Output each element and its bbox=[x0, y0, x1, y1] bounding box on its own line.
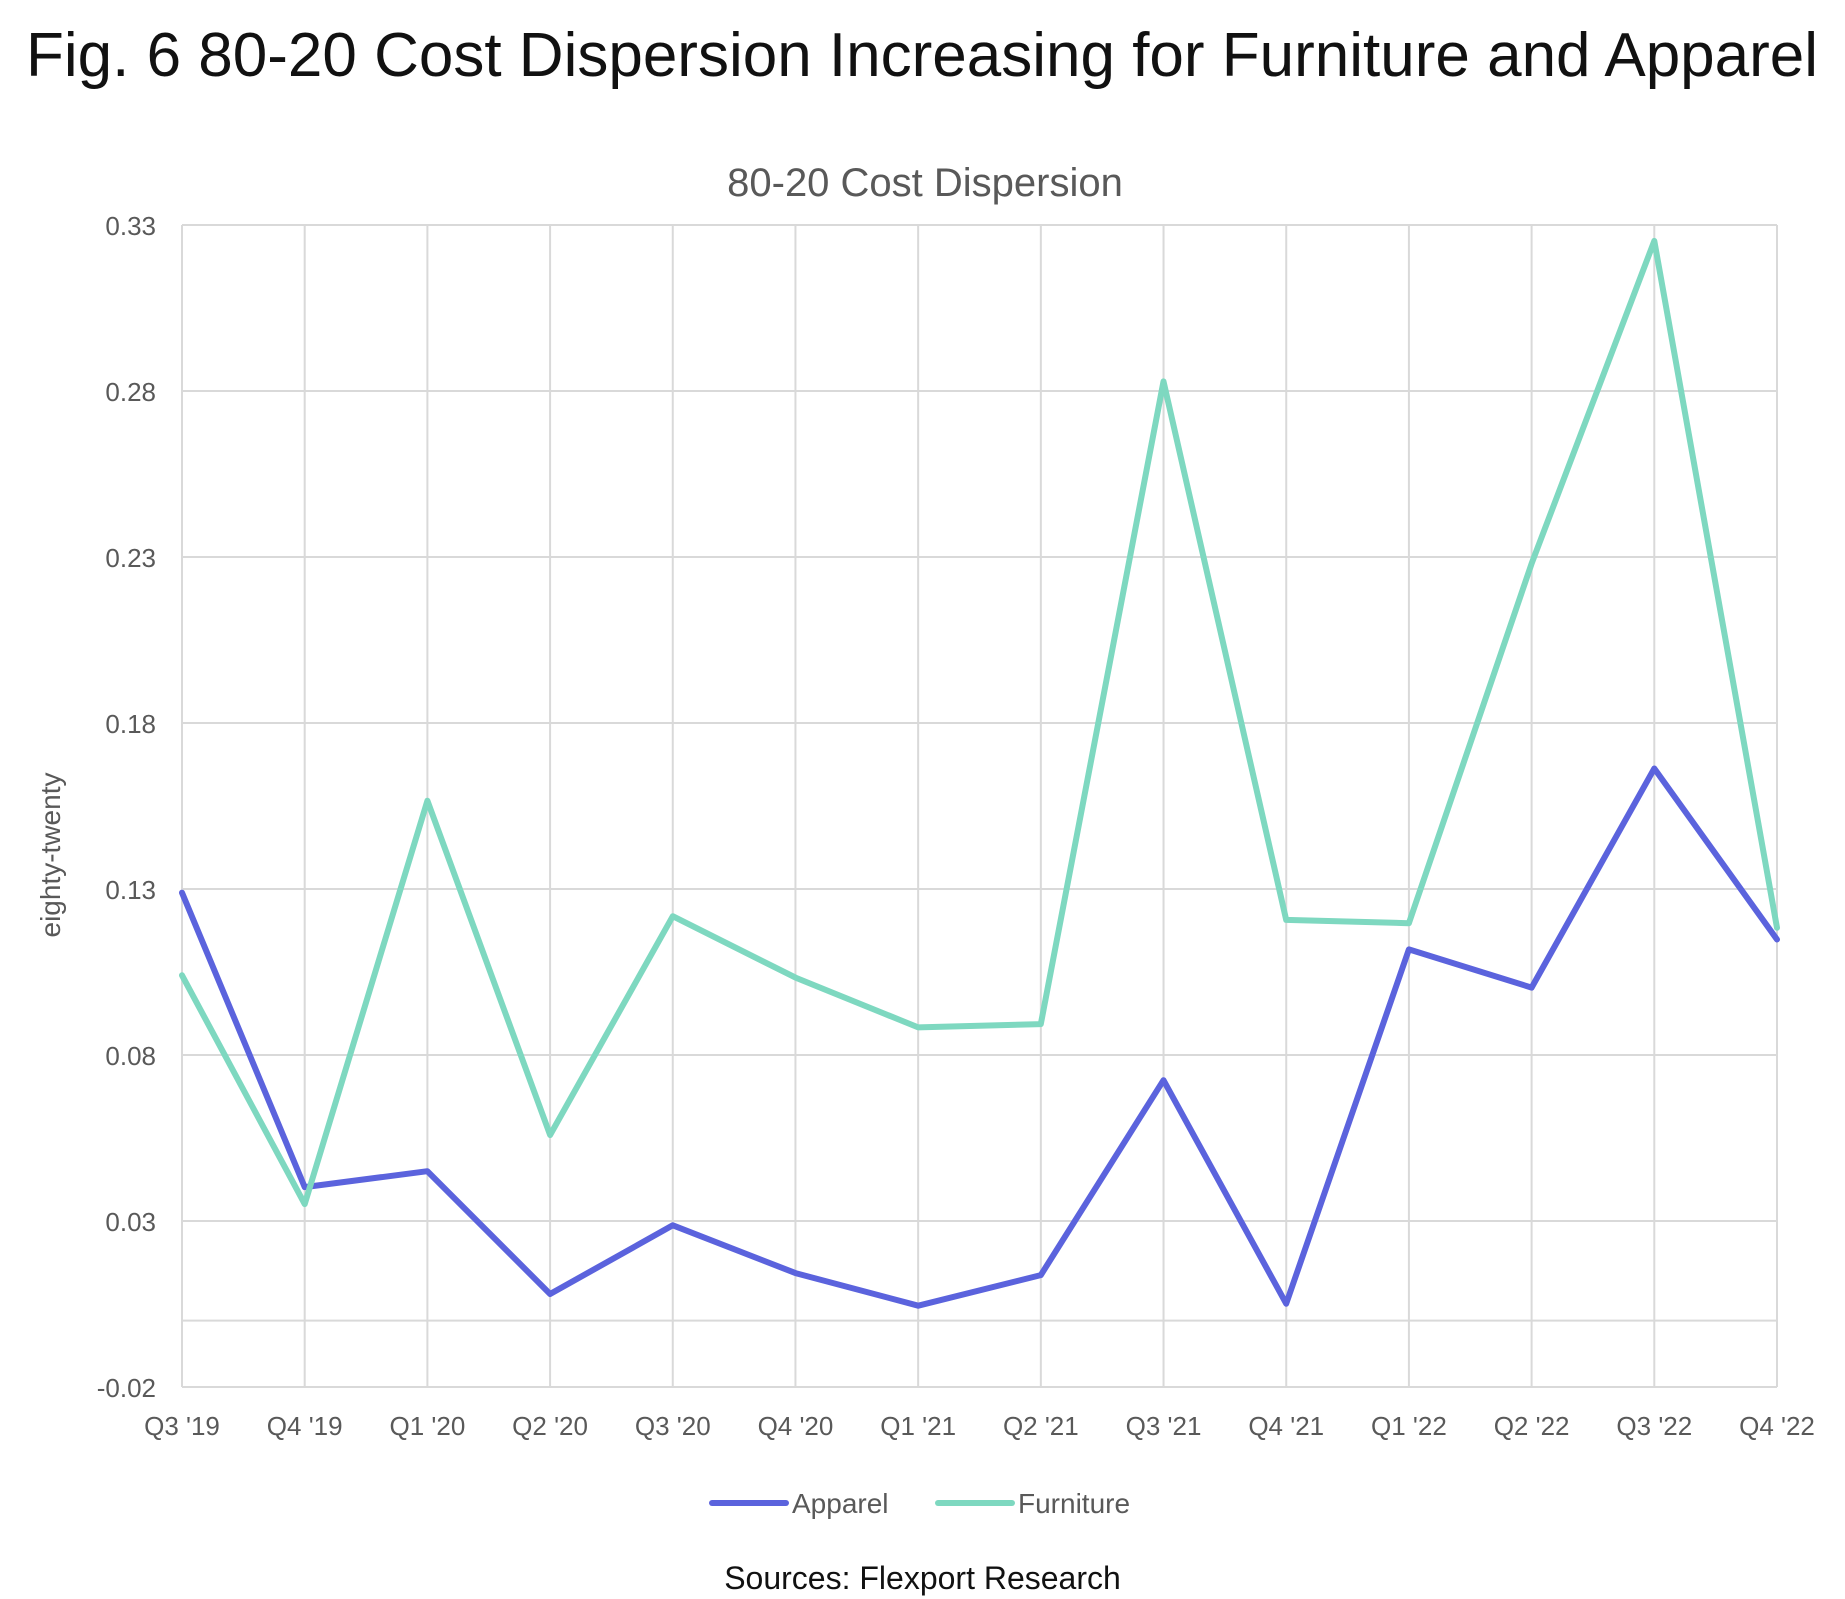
y-tick-label: -0.02 bbox=[97, 1373, 156, 1403]
legend-label-furniture: Furniture bbox=[1018, 1488, 1130, 1519]
y-tick-label: 0.28 bbox=[105, 377, 156, 407]
x-tick-label: Q2 '22 bbox=[1494, 1411, 1570, 1441]
y-tick-label: 0.03 bbox=[105, 1207, 156, 1237]
x-tick-label: Q1 '22 bbox=[1371, 1411, 1447, 1441]
y-tick-label: 0.08 bbox=[105, 1041, 156, 1071]
y-tick-label: 0.23 bbox=[105, 543, 156, 573]
figure-title: Fig. 6 80-20 Cost Dispersion Increasing … bbox=[26, 21, 1819, 90]
x-tick-label: Q1 '21 bbox=[880, 1411, 956, 1441]
y-tick-label: 0.33 bbox=[105, 211, 156, 241]
x-tick-label: Q4 '20 bbox=[758, 1411, 834, 1441]
x-tick-label: Q3 '19 bbox=[144, 1411, 220, 1441]
x-tick-label: Q2 '21 bbox=[1003, 1411, 1079, 1441]
y-axis-label: eighty-twenty bbox=[35, 773, 66, 938]
legend: Apparel Furniture bbox=[709, 1488, 1130, 1519]
series-line-furniture bbox=[179, 237, 1780, 1208]
series-line-apparel bbox=[179, 765, 1780, 1309]
gridlines bbox=[181, 224, 1778, 1388]
y-tick-label: 0.13 bbox=[105, 875, 156, 905]
x-tick-label: Q4 '21 bbox=[1248, 1411, 1324, 1441]
x-tick-label: Q4 '22 bbox=[1739, 1411, 1815, 1441]
series-layer bbox=[179, 237, 1780, 1309]
x-tick-label: Q4 '19 bbox=[267, 1411, 343, 1441]
x-tick-label: Q3 '21 bbox=[1126, 1411, 1202, 1441]
sources-note: Sources: Flexport Research bbox=[724, 1560, 1121, 1596]
y-tick-label: 0.18 bbox=[105, 709, 156, 739]
x-tick-label: Q1 '20 bbox=[389, 1411, 465, 1441]
legend-label-apparel: Apparel bbox=[792, 1488, 889, 1519]
x-tick-label: Q3 '22 bbox=[1616, 1411, 1692, 1441]
chart-title: 80-20 Cost Dispersion bbox=[727, 161, 1123, 205]
x-tick-label: Q3 '20 bbox=[635, 1411, 711, 1441]
x-tick-label: Q2 '20 bbox=[512, 1411, 588, 1441]
axis-ticks: -0.02 0.03 0.08 0.13 0.18 0.23 0.28 0.33 Q3 '19 Q… bbox=[97, 211, 1815, 1441]
